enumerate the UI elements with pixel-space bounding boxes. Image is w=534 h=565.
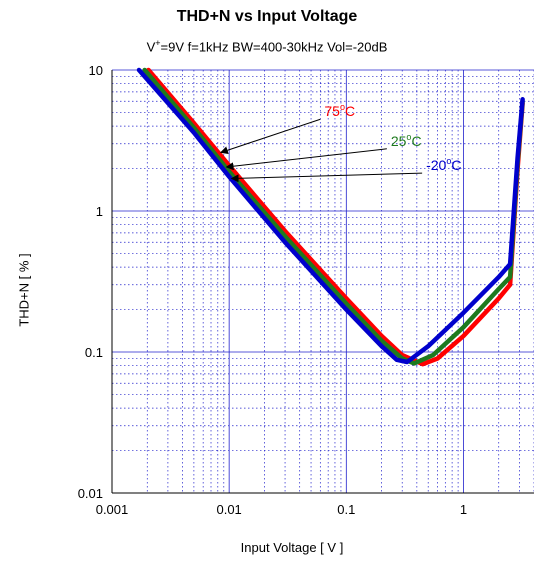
annotation-arrow — [230, 172, 423, 183]
subtitle-post: =9V f=1kHz BW=400-30kHz Vol=-20dB — [160, 39, 388, 55]
chart-subtitle: V+=9V f=1kHz BW=400-30kHz Vol=-20dB — [0, 38, 534, 54]
x-tick-label: 0.1 — [337, 502, 355, 517]
y-tick-label: 0.1 — [85, 345, 103, 360]
series-label: -20oC — [426, 156, 461, 173]
y-tick-label: 1 — [96, 204, 103, 219]
annotation-arrow — [219, 118, 321, 155]
y-tick-label: 0.01 — [78, 486, 103, 501]
y-tick-label: 10 — [89, 63, 103, 78]
x-axis-label: Input Voltage [ V ] — [240, 540, 344, 555]
x-tick-label: 0.001 — [96, 502, 129, 517]
x-tick-label: 1 — [460, 502, 467, 517]
subtitle-sup: + — [155, 38, 161, 48]
x-tick-label: 0.01 — [216, 502, 241, 517]
annotation-arrow — [225, 148, 387, 171]
series-label: 25oC — [391, 132, 422, 149]
series-line — [136, 67, 525, 365]
subtitle-pre: V — [146, 39, 156, 55]
series-label: 75oC — [324, 102, 355, 119]
chart-title: THD+N vs Input Voltage — [176, 8, 358, 25]
